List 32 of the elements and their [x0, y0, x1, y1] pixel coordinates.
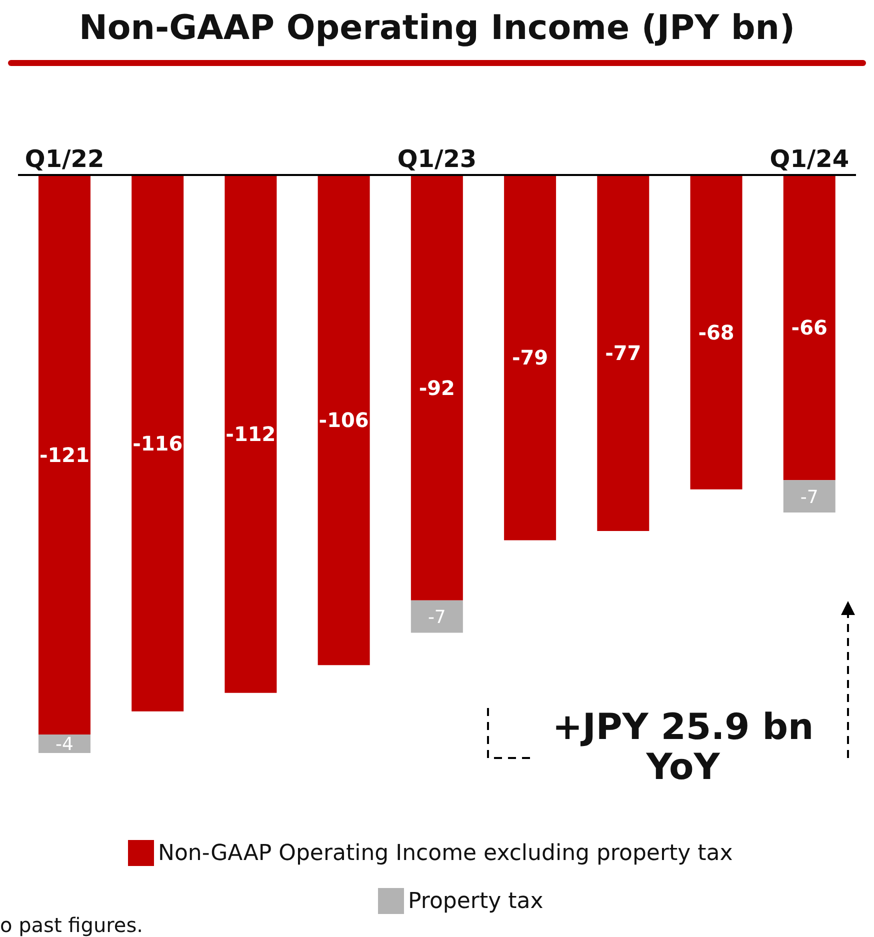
chart-title: Non-GAAP Operating Income (JPY bn) — [78, 8, 796, 48]
legend-label: Property tax — [408, 888, 544, 914]
bar — [318, 175, 370, 666]
data-label: -7 — [800, 486, 818, 508]
data-label: -66 — [791, 316, 828, 340]
x-tick-label: Q1/22 — [24, 145, 104, 173]
bar — [783, 175, 836, 480]
annotation: +JPY 25.9 bn YoY — [551, 707, 815, 788]
data-label: -112 — [226, 422, 276, 446]
x-tick-label: Q1/24 — [770, 145, 850, 173]
x-tick-label: Q1/23 — [397, 145, 477, 173]
data-label: -7 — [428, 606, 446, 628]
data-label: -68 — [698, 320, 734, 344]
bar — [690, 175, 742, 490]
data-label: -79 — [512, 346, 548, 370]
data-label: -121 — [39, 442, 90, 467]
bar — [38, 734, 90, 753]
bar — [224, 175, 277, 693]
bar — [410, 175, 463, 600]
text: o past figures. — [0, 913, 143, 937]
bar — [597, 175, 650, 532]
bar — [410, 600, 463, 633]
bar — [38, 175, 90, 735]
data-label: -116 — [132, 431, 183, 456]
data-label: -106 — [318, 408, 369, 432]
data-label: -4 — [56, 734, 74, 756]
bar — [504, 175, 556, 540]
data-label: -77 — [605, 341, 642, 366]
legend-label: Non-GAAP Operating Income excluding property tax — [158, 840, 733, 866]
bar — [132, 175, 184, 712]
data-label: -92 — [418, 376, 455, 400]
bar — [783, 480, 836, 513]
